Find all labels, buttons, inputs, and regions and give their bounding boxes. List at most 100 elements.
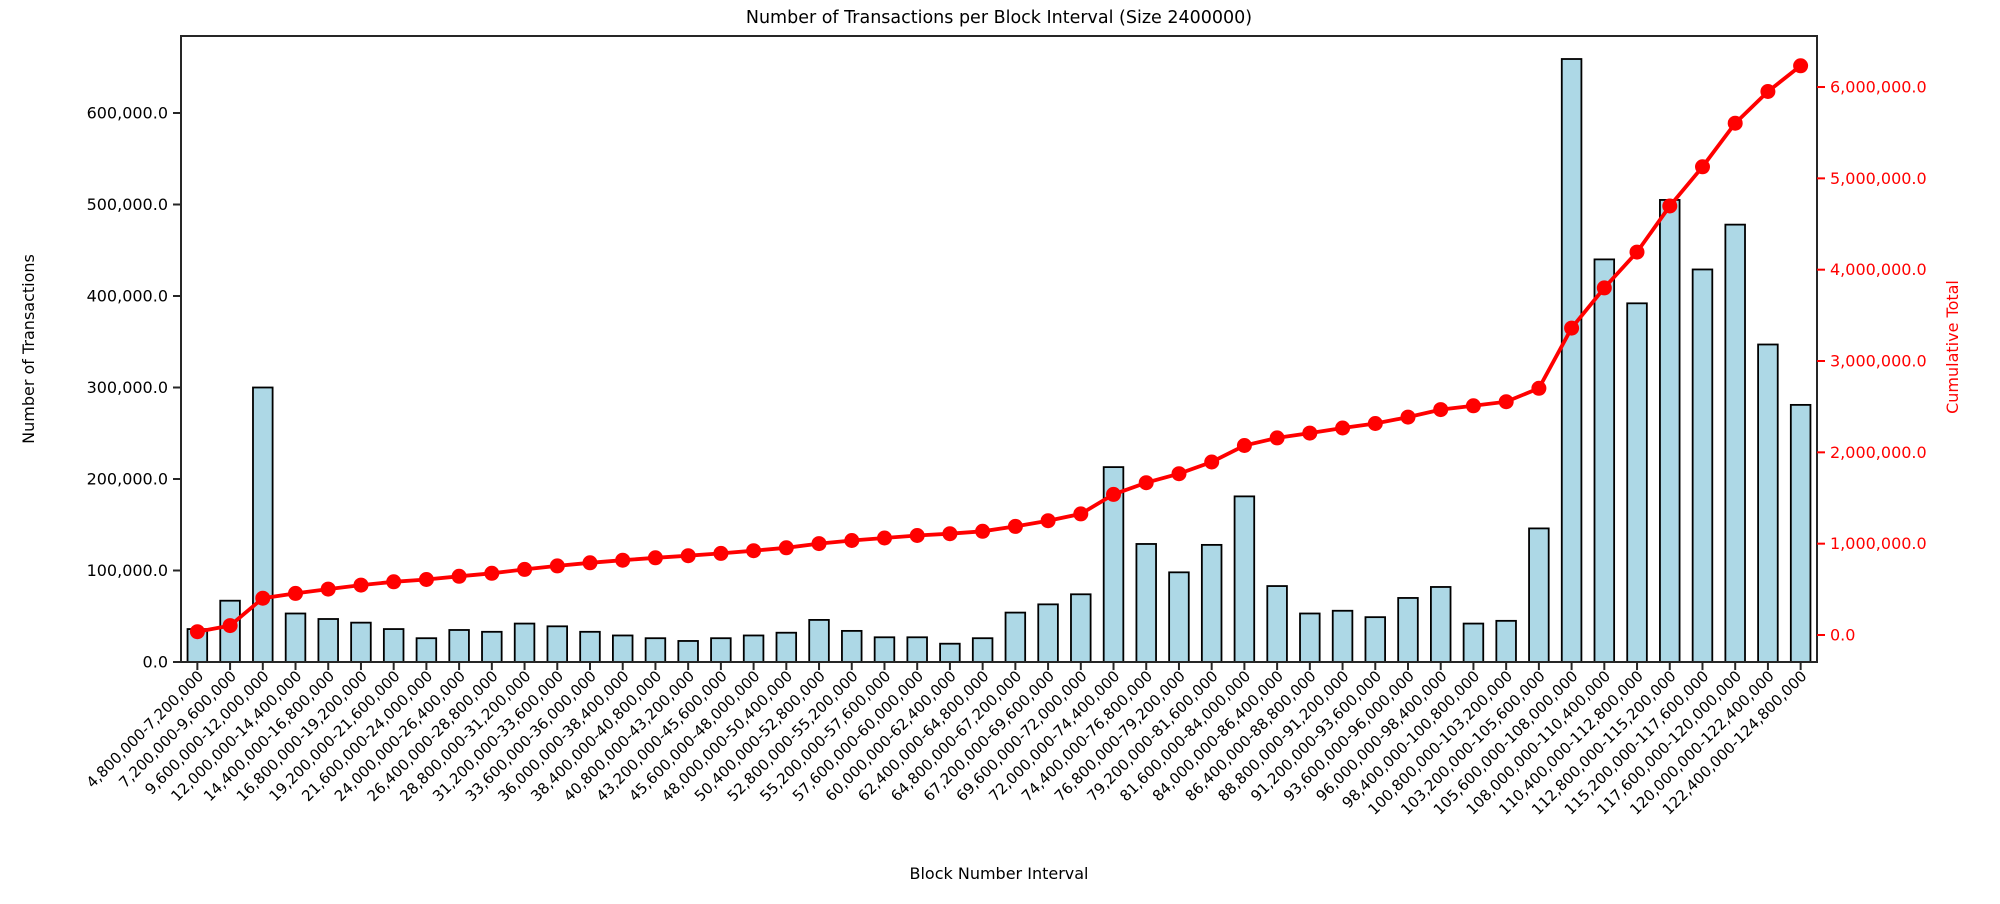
bar bbox=[579, 630, 601, 663]
bar bbox=[448, 629, 470, 663]
cumulative-point bbox=[1465, 398, 1481, 414]
bar bbox=[1168, 571, 1190, 663]
bar bbox=[252, 386, 274, 663]
bar bbox=[317, 618, 339, 663]
bar bbox=[742, 634, 765, 663]
left-axis-tick-label: 100,000.0 bbox=[87, 561, 168, 580]
left-axis-tick-label: 500,000.0 bbox=[87, 195, 168, 214]
cumulative-point bbox=[189, 624, 205, 640]
cumulative-point bbox=[353, 577, 369, 593]
cumulative-point bbox=[1727, 115, 1743, 131]
cumulative-point bbox=[1498, 394, 1514, 410]
cumulative-point bbox=[746, 543, 762, 559]
left-axis-tick-label: 600,000.0 bbox=[87, 104, 168, 123]
left-axis-tick-label: 0.0 bbox=[143, 653, 168, 672]
bar bbox=[1528, 527, 1550, 663]
right-axis-tick-label: 2,000,000.0 bbox=[1830, 443, 1927, 462]
cumulative-point bbox=[1007, 518, 1023, 534]
cumulative-point bbox=[222, 618, 238, 634]
cumulative-point bbox=[1204, 454, 1220, 470]
cumulative-point bbox=[1695, 159, 1710, 175]
plot-border bbox=[180, 35, 1818, 663]
right-axis-tick-label: 4,000,000.0 bbox=[1830, 260, 1927, 279]
right-axis-tick-label: 1,000,000.0 bbox=[1830, 534, 1927, 553]
bar bbox=[382, 628, 405, 663]
bar bbox=[1462, 622, 1485, 663]
cumulative-point bbox=[1040, 513, 1056, 529]
cumulative-point bbox=[1793, 58, 1809, 74]
left-axis-tick-label: 300,000.0 bbox=[87, 378, 168, 397]
bar bbox=[350, 621, 372, 663]
cumulative-point bbox=[517, 561, 533, 577]
cumulative-point bbox=[1596, 280, 1612, 296]
cumulative-point bbox=[451, 568, 467, 584]
bar bbox=[481, 630, 503, 663]
cumulative-point bbox=[1400, 409, 1416, 425]
cumulative-point bbox=[1269, 430, 1285, 446]
cumulative-point bbox=[1564, 320, 1580, 336]
right-axis-tick-label: 5,000,000.0 bbox=[1830, 169, 1927, 188]
bar bbox=[1626, 302, 1648, 663]
bar bbox=[1593, 258, 1616, 663]
cumulative-point bbox=[1335, 420, 1351, 436]
bar bbox=[775, 631, 798, 663]
cumulative-point bbox=[942, 526, 958, 542]
right-axis-tick-label: 0.0 bbox=[1830, 626, 1855, 645]
bar bbox=[1724, 223, 1746, 663]
cumulative-point bbox=[1760, 84, 1776, 99]
cumulative-point bbox=[1171, 466, 1187, 482]
bar bbox=[1364, 616, 1386, 663]
bar bbox=[1135, 543, 1157, 663]
cumulative-point bbox=[484, 565, 500, 581]
bar bbox=[906, 636, 928, 663]
cumulative-point bbox=[1367, 416, 1383, 431]
bar bbox=[1789, 403, 1812, 663]
bar bbox=[939, 642, 961, 663]
chart-title: Number of Transactions per Block Interva… bbox=[746, 8, 1252, 28]
bar bbox=[710, 637, 732, 663]
cumulative-point bbox=[647, 550, 663, 566]
bar bbox=[808, 619, 830, 663]
bar bbox=[1397, 597, 1419, 663]
bar bbox=[612, 634, 634, 663]
cumulative-point bbox=[1662, 198, 1678, 214]
bar bbox=[1266, 585, 1288, 663]
cumulative-point bbox=[1138, 475, 1154, 491]
bar bbox=[546, 625, 568, 663]
bar bbox=[1070, 593, 1092, 663]
bar bbox=[1299, 612, 1321, 663]
bar bbox=[971, 637, 994, 663]
bar bbox=[644, 637, 667, 663]
bar bbox=[415, 637, 438, 663]
bar bbox=[1331, 609, 1354, 663]
left-axis-tick-label: 400,000.0 bbox=[87, 287, 168, 306]
bar bbox=[841, 629, 863, 663]
cumulative-point bbox=[615, 552, 631, 568]
bar bbox=[1560, 58, 1583, 663]
cumulative-point bbox=[680, 548, 696, 564]
cumulative-point bbox=[811, 536, 827, 552]
cumulative-point bbox=[877, 530, 892, 546]
cumulative-point bbox=[1531, 380, 1547, 396]
cumulative-point bbox=[1433, 402, 1449, 418]
bar bbox=[1757, 343, 1779, 663]
bar bbox=[677, 640, 699, 663]
bar bbox=[1004, 611, 1027, 663]
bar bbox=[1430, 586, 1452, 663]
bar bbox=[1495, 619, 1517, 663]
cumulative-point bbox=[320, 581, 336, 597]
cumulative-point bbox=[1629, 244, 1645, 260]
cumulative-point bbox=[549, 558, 565, 574]
bar bbox=[1200, 543, 1223, 663]
left-y-axis-label: Number of Transactions bbox=[19, 254, 38, 444]
cumulative-point bbox=[1236, 438, 1252, 453]
cumulative-point bbox=[713, 545, 729, 561]
right-y-axis-label: Cumulative Total bbox=[1943, 280, 1962, 414]
bar bbox=[513, 622, 536, 663]
right-axis-tick-label: 6,000,000.0 bbox=[1830, 78, 1927, 97]
x-axis-label: Block Number Interval bbox=[910, 864, 1089, 883]
bar bbox=[1659, 199, 1681, 663]
bar bbox=[1037, 603, 1059, 663]
